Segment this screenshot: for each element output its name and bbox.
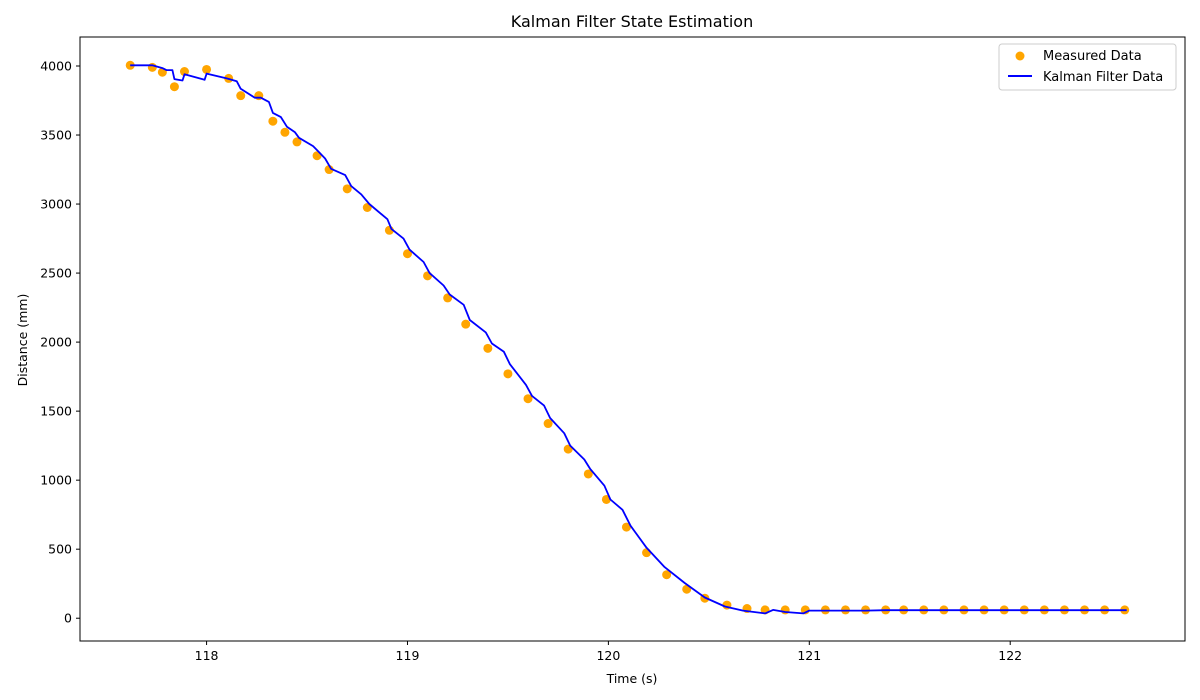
measured-point xyxy=(423,271,433,281)
measured-point xyxy=(292,137,302,147)
measured-point xyxy=(621,522,631,532)
legend-label-measured: Measured Data xyxy=(1043,49,1142,64)
chart-title: Kalman Filter State Estimation xyxy=(511,12,753,31)
plot-frame xyxy=(79,36,1186,642)
x-axis-label: Time (s) xyxy=(606,671,658,686)
measured-point xyxy=(342,184,352,194)
y-tick-label: 3000 xyxy=(40,197,72,212)
x-tick-label: 121 xyxy=(797,648,821,663)
plot-area xyxy=(125,60,1130,615)
y-axis-label: Distance (mm) xyxy=(15,294,30,387)
measured-point xyxy=(523,394,533,404)
x-tick-label: 119 xyxy=(396,648,420,663)
x-tick-label: 118 xyxy=(195,648,219,663)
measured-point xyxy=(583,469,593,479)
y-tick-label: 2000 xyxy=(40,335,72,350)
measured-point xyxy=(236,91,246,101)
measured-point xyxy=(543,419,553,429)
measured-point xyxy=(662,570,672,580)
axis-ticks: 118 119 120 121 122 0 500 1000 1500 2000 2500 3000 3… xyxy=(40,58,1022,663)
measured-point xyxy=(147,62,157,72)
measured-point xyxy=(503,369,513,379)
y-tick-label: 500 xyxy=(48,542,72,557)
y-tick-label: 4000 xyxy=(40,58,72,73)
legend-marker-measured xyxy=(1015,51,1025,61)
measured-point xyxy=(179,67,189,77)
y-tick-label: 0 xyxy=(64,611,72,626)
measured-point xyxy=(402,249,412,259)
legend: Measured Data Kalman Filter Data xyxy=(998,43,1177,91)
measured-point xyxy=(268,116,278,126)
legend-label-kalman: Kalman Filter Data xyxy=(1043,70,1163,85)
measured-point xyxy=(483,343,493,353)
x-tick-label: 122 xyxy=(998,648,1022,663)
measured-point xyxy=(169,82,179,92)
measured-point xyxy=(461,319,471,329)
kalman-line xyxy=(130,64,1127,615)
y-tick-label: 3500 xyxy=(40,128,72,143)
y-tick-label: 1000 xyxy=(40,473,72,488)
legend-box xyxy=(998,43,1177,91)
x-tick-label: 120 xyxy=(596,648,620,663)
measured-point xyxy=(202,64,212,74)
y-tick-label: 1500 xyxy=(40,404,72,419)
y-tick-label: 2500 xyxy=(40,266,72,281)
measured-point xyxy=(280,127,290,137)
measured-point xyxy=(324,165,334,175)
measured-point xyxy=(642,548,652,558)
